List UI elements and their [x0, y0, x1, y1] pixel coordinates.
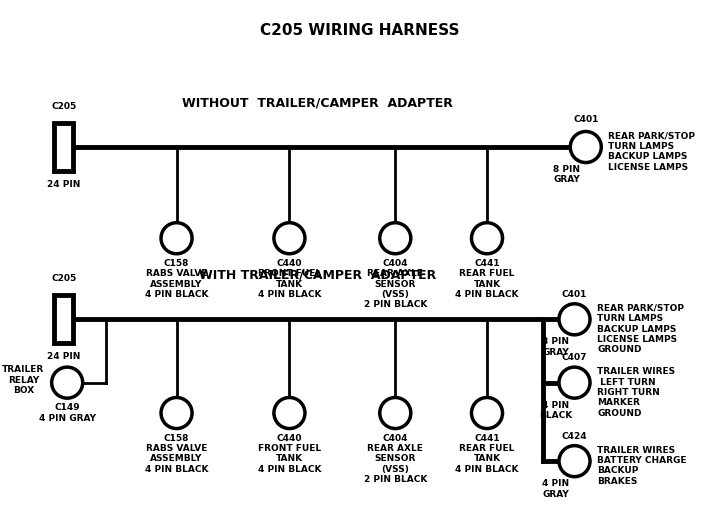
Text: C205 WIRING HARNESS: C205 WIRING HARNESS [260, 23, 460, 38]
Text: C149
4 PIN GRAY: C149 4 PIN GRAY [39, 403, 96, 422]
Text: TRAILER WIRES
 LEFT TURN
RIGHT TURN
MARKER
GROUND: TRAILER WIRES LEFT TURN RIGHT TURN MARKE… [597, 367, 675, 418]
Ellipse shape [379, 398, 411, 429]
Text: REAR PARK/STOP
TURN LAMPS
BACKUP LAMPS
LICENSE LAMPS: REAR PARK/STOP TURN LAMPS BACKUP LAMPS L… [608, 131, 696, 172]
Text: TRAILER
RELAY
BOX: TRAILER RELAY BOX [2, 365, 45, 395]
Text: C424: C424 [562, 432, 588, 440]
Text: C404
REAR AXLE
SENSOR
(VSS)
2 PIN BLACK: C404 REAR AXLE SENSOR (VSS) 2 PIN BLACK [364, 434, 427, 484]
Text: C441
REAR FUEL
TANK
4 PIN BLACK: C441 REAR FUEL TANK 4 PIN BLACK [455, 259, 518, 299]
Text: 24 PIN: 24 PIN [47, 180, 81, 189]
Text: C401: C401 [562, 290, 588, 299]
Text: 8 PIN
GRAY: 8 PIN GRAY [553, 165, 580, 185]
Ellipse shape [472, 398, 503, 429]
Ellipse shape [472, 223, 503, 254]
Ellipse shape [559, 367, 590, 398]
Ellipse shape [559, 304, 590, 335]
Text: C441
REAR FUEL
TANK
4 PIN BLACK: C441 REAR FUEL TANK 4 PIN BLACK [455, 434, 518, 474]
Text: C205: C205 [51, 274, 76, 283]
Ellipse shape [559, 446, 590, 477]
Ellipse shape [161, 223, 192, 254]
Text: C404
REAR AXLE
SENSOR
(VSS)
2 PIN BLACK: C404 REAR AXLE SENSOR (VSS) 2 PIN BLACK [364, 259, 427, 309]
Text: 24 PIN: 24 PIN [47, 352, 81, 361]
Ellipse shape [570, 131, 601, 162]
Text: TRAILER WIRES
BATTERY CHARGE
BACKUP
BRAKES: TRAILER WIRES BATTERY CHARGE BACKUP BRAK… [597, 446, 687, 486]
Text: 4 PIN
GRAY: 4 PIN GRAY [542, 479, 569, 498]
Text: C158
RABS VALVE
ASSEMBLY
4 PIN BLACK: C158 RABS VALVE ASSEMBLY 4 PIN BLACK [145, 259, 208, 299]
Ellipse shape [161, 398, 192, 429]
Text: C440
FRONT FUEL
TANK
4 PIN BLACK: C440 FRONT FUEL TANK 4 PIN BLACK [258, 259, 321, 299]
Ellipse shape [379, 223, 411, 254]
Text: C205: C205 [51, 101, 76, 111]
Text: C440
FRONT FUEL
TANK
4 PIN BLACK: C440 FRONT FUEL TANK 4 PIN BLACK [258, 434, 321, 474]
Ellipse shape [52, 367, 83, 398]
Text: C401: C401 [573, 115, 598, 124]
Bar [55, 123, 73, 171]
Text: REAR PARK/STOP
TURN LAMPS
BACKUP LAMPS
LICENSE LAMPS
GROUND: REAR PARK/STOP TURN LAMPS BACKUP LAMPS L… [597, 304, 684, 354]
Text: WITH TRAILER/CAMPER  ADAPTER: WITH TRAILER/CAMPER ADAPTER [199, 268, 436, 281]
Ellipse shape [274, 398, 305, 429]
Bar [55, 295, 73, 343]
Text: 4 PIN
BLACK: 4 PIN BLACK [539, 401, 572, 420]
Ellipse shape [274, 223, 305, 254]
Text: C407: C407 [562, 353, 588, 362]
Text: WITHOUT  TRAILER/CAMPER  ADAPTER: WITHOUT TRAILER/CAMPER ADAPTER [182, 96, 453, 109]
Text: C158
RABS VALVE
ASSEMBLY
4 PIN BLACK: C158 RABS VALVE ASSEMBLY 4 PIN BLACK [145, 434, 208, 474]
Text: 8 PIN
GRAY: 8 PIN GRAY [542, 338, 569, 357]
